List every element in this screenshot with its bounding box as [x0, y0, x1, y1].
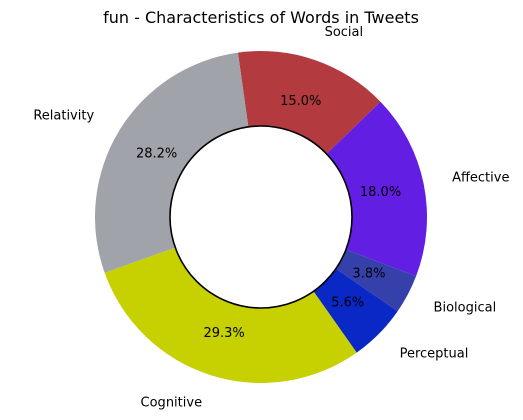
slice-label-relativity: Relativity — [33, 109, 94, 124]
slice-pct-relativity: 28.2% — [136, 146, 177, 161]
labels-group: Social 15.0% Affective 18.0% Biological 3.8% P… — [33, 25, 509, 410]
slice-label-affective: Affective — [452, 171, 509, 186]
slice-pct-biological: 3.8% — [352, 266, 385, 281]
slice-pct-social: 15.0% — [280, 94, 321, 109]
slice-label-cognitive: Cognitive — [141, 395, 203, 410]
slice-pct-cognitive: 29.3% — [203, 326, 244, 341]
slice-pct-affective: 18.0% — [360, 185, 401, 200]
slice-label-perceptual: Perceptual — [400, 347, 469, 362]
slice-label-social: Social — [325, 25, 364, 40]
slice-label-biological: Biological — [434, 300, 497, 315]
chart-title: fun - Characteristics of Words in Tweets — [103, 8, 419, 27]
slice-pct-perceptual: 5.6% — [331, 295, 364, 310]
donut-hole — [169, 125, 353, 309]
